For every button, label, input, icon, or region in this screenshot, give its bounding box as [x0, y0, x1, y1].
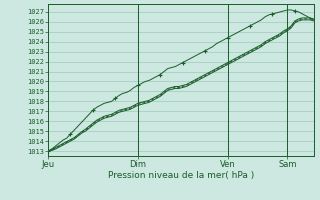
X-axis label: Pression niveau de la mer( hPa ): Pression niveau de la mer( hPa )	[108, 171, 254, 180]
